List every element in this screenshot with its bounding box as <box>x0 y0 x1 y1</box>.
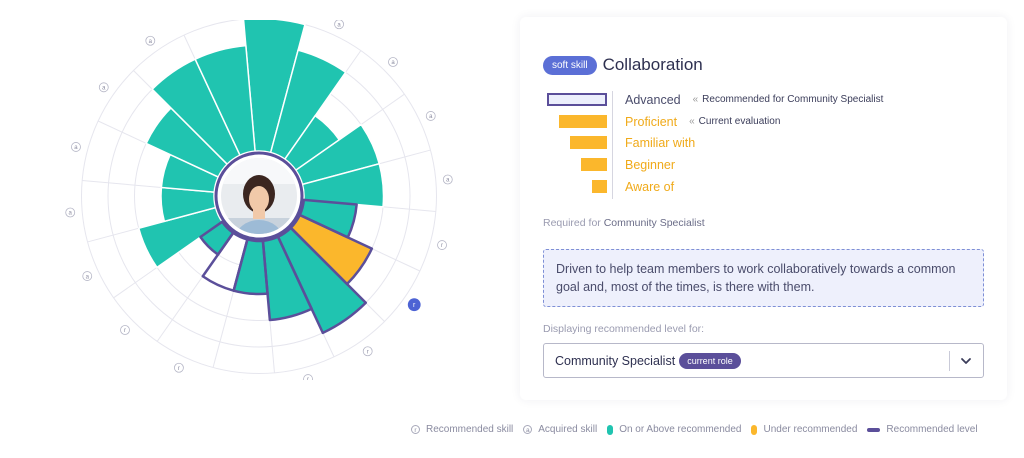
center-avatar <box>214 151 304 241</box>
chart-legend: r Recommended skill a Acquired skill On or… <box>411 424 988 435</box>
segment-marker-label: a <box>86 274 90 280</box>
bar-segment <box>242 20 306 154</box>
recommended-level-bar <box>547 93 607 106</box>
teal-pill-icon <box>607 424 614 435</box>
level-note: «Current evaluation <box>689 116 781 128</box>
segment-marker-label: r <box>441 243 443 249</box>
display-level-label: Displaying recommended level for: <box>543 323 705 335</box>
skill-type-badge: soft skill <box>543 55 597 75</box>
segment-marker-label: r <box>307 377 309 380</box>
segment-marker-dot <box>71 142 81 152</box>
segment-marker-label: r <box>124 328 126 334</box>
select-divider <box>949 351 950 371</box>
segment-marker-label: a <box>102 86 106 92</box>
current-role-chip: current role <box>679 352 741 369</box>
segment-marker-label: r <box>178 366 180 372</box>
segment-markers: aaaaarrrrrrraaaaaa <box>65 20 453 380</box>
segment-marker-label: a <box>69 211 73 217</box>
segment-marker-label: r <box>367 349 369 355</box>
segment-marker-label: a <box>74 145 78 151</box>
grid-ring <box>81 20 437 374</box>
segment-marker-dot <box>388 57 398 67</box>
segment-marker-label: a <box>446 178 450 184</box>
bar-segment <box>194 44 256 157</box>
level-bar <box>559 114 607 128</box>
level-row-familiar[interactable]: Familiar with <box>543 132 883 154</box>
legend-acquired-skill: a Acquired skill <box>523 424 597 435</box>
segment-marker-label: a <box>337 22 341 28</box>
segment-marker-dot <box>174 362 184 373</box>
skills-radial-chart[interactable]: aaaaarrrrrrraaaaaa <box>60 20 460 380</box>
segment-marker-dot <box>442 174 453 185</box>
required-for-label: Required for Community Specialist <box>543 217 705 229</box>
segment-marker-dot <box>120 325 130 335</box>
skill-title: Collaboration <box>602 55 703 74</box>
skill-description: Driven to help team members to work coll… <box>543 249 984 307</box>
segment-marker-label: a <box>391 60 395 66</box>
legend-on-above: On or Above recommended <box>607 424 741 435</box>
skill-header: soft skill Collaboration <box>543 55 703 75</box>
segment-marker-dot <box>145 35 156 46</box>
segment-marker-label: a <box>149 39 153 45</box>
segment-marker-dot <box>65 207 76 218</box>
level-bar <box>592 179 607 193</box>
segment-marker-dot <box>303 374 313 380</box>
segment-marker-dot <box>82 271 93 281</box>
level-row-proficient[interactable]: Proficient «Current evaluation <box>543 111 883 133</box>
legend-recommended-skill: r Recommended skill <box>411 424 513 435</box>
legend-recommended-level: Recommended level <box>867 424 978 435</box>
recommended-level-outlines <box>199 198 374 335</box>
recommended-marker-icon: r <box>411 425 420 434</box>
level-label: Beginner <box>625 157 676 172</box>
level-bar <box>581 158 607 172</box>
level-note: «Recommended for Community Specialist <box>692 94 884 106</box>
bar-segment <box>269 49 347 161</box>
purple-line-icon <box>867 427 881 432</box>
segment-marker-dot <box>437 240 447 250</box>
level-label: Advanced <box>625 92 681 107</box>
level-row-advanced[interactable]: Advanced «Recommended for Community Spec… <box>543 89 883 111</box>
segment-marker-dot <box>362 346 373 357</box>
segment-marker-label: a <box>429 114 433 120</box>
level-divider <box>612 91 613 199</box>
level-label: Familiar with <box>625 136 696 151</box>
selected-role: Community Specialist <box>555 353 676 368</box>
segment-marker-label: r <box>413 302 416 309</box>
chevron-left-icon: « <box>692 94 699 106</box>
segment-marker-dot <box>425 111 436 121</box>
level-row-aware[interactable]: Aware of <box>543 176 883 198</box>
acquired-marker-icon: a <box>523 425 533 434</box>
level-scale: Advanced «Recommended for Community Spec… <box>543 89 883 199</box>
segment-marker-dot <box>98 82 109 93</box>
legend-under: Under recommended <box>751 424 857 435</box>
level-label: Proficient <box>625 114 678 129</box>
level-row-beginner[interactable]: Beginner <box>543 154 883 176</box>
segment-marker-dot <box>334 20 344 30</box>
level-bar <box>570 136 607 150</box>
chevron-left-icon: « <box>689 116 695 128</box>
role-select[interactable]: Community Specialist current role <box>543 343 984 378</box>
chevron-down-icon[interactable] <box>959 354 973 368</box>
skill-detail-card: soft skill Collaboration Advanced «Recom… <box>520 17 1007 400</box>
recommended-outline <box>199 220 235 256</box>
segment-marker-dot <box>407 298 421 312</box>
recommended-outline <box>276 226 368 335</box>
level-label: Aware of <box>625 179 675 194</box>
yellow-pill-icon <box>751 424 758 435</box>
